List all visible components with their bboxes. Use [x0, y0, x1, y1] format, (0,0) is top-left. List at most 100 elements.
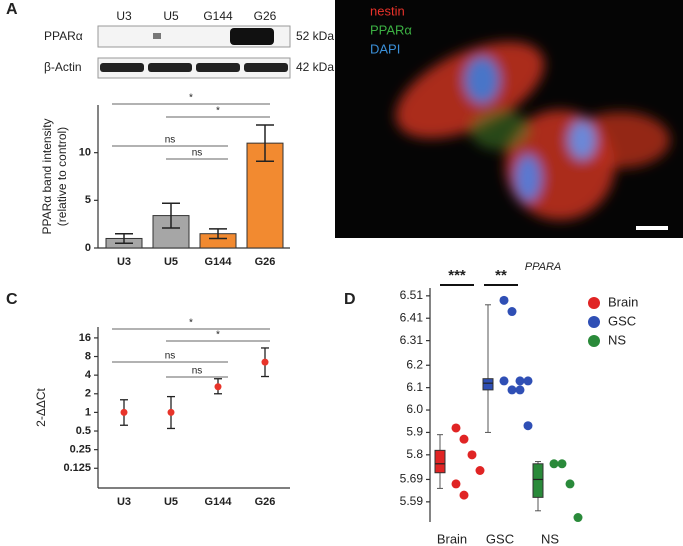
lane-label: U5: [163, 9, 179, 23]
blot-size: 42 kDa: [296, 60, 334, 74]
box: [482, 378, 494, 391]
y-tick-label: 5.9: [406, 425, 423, 439]
blot-strip: [97, 57, 291, 79]
cells: [395, 41, 670, 220]
significance-label: ns: [192, 366, 203, 377]
legend-label: NS: [608, 332, 626, 347]
lane-label: G26: [254, 9, 277, 23]
point: [459, 490, 469, 500]
blot-band: [153, 33, 161, 39]
channel-label: nestin: [370, 3, 405, 18]
blot-band: [100, 63, 144, 72]
point: [565, 479, 575, 489]
point: [214, 383, 222, 391]
point: [515, 385, 525, 395]
x-tick-label: U3: [117, 256, 131, 268]
y-tick-label: 6.41: [400, 310, 424, 324]
x-tick-label: Brain: [437, 531, 467, 546]
box: [434, 449, 446, 474]
point: [459, 434, 469, 444]
blot-size: 52 kDa: [296, 29, 334, 43]
point: [573, 513, 583, 523]
point: [451, 423, 461, 433]
lane-label: G144: [203, 9, 233, 23]
lane-label: U3: [116, 9, 132, 23]
x-tick-label: G144: [205, 256, 233, 268]
point: [451, 479, 461, 489]
blot-band: [196, 63, 240, 72]
legend-marker: [588, 316, 600, 328]
panel-label: C: [6, 291, 18, 308]
point: [475, 465, 485, 475]
significance-label: *: [216, 106, 220, 117]
significance-label: *: [216, 330, 220, 341]
y-tick-label: 0.5: [76, 425, 91, 437]
y-tick-label: 0.125: [63, 462, 91, 474]
significance-label: *: [189, 318, 193, 329]
significance-label: *: [189, 93, 193, 104]
y-axis-label: PPARα band intensity: [40, 118, 54, 234]
micrograph: nestin PPARα DAPI: [335, 0, 683, 238]
point: [167, 408, 175, 416]
channel-label: PPARα: [370, 22, 412, 37]
y-tick-label: 6.2: [406, 357, 423, 371]
point: [549, 459, 559, 469]
channel-label: DAPI: [370, 41, 400, 56]
box: [532, 463, 544, 498]
point: [261, 358, 269, 366]
x-tick-label: U5: [164, 496, 178, 508]
y-tick-label: 0.25: [70, 444, 91, 456]
blot-band: [230, 28, 274, 45]
y-tick-label: 1: [85, 406, 91, 418]
y-tick-label: 5.59: [400, 494, 424, 508]
y-tick-label: 10: [79, 147, 91, 159]
x-tick-label: G144: [205, 496, 233, 508]
x-tick-label: G26: [255, 496, 276, 508]
legend-label: GSC: [608, 313, 636, 328]
panel-label: D: [344, 291, 356, 308]
point: [120, 408, 128, 416]
point: [557, 459, 567, 469]
y-tick-label: 0: [85, 242, 91, 254]
y-axis-label: 2-ΔΔCt: [34, 387, 48, 426]
y-tick-label: 6.51: [400, 288, 424, 302]
legend-label: Brain: [608, 294, 638, 309]
x-tick-label: U3: [117, 496, 131, 508]
point: [523, 421, 533, 431]
significance-label: **: [495, 267, 507, 284]
significance-label: ***: [448, 267, 466, 284]
legend-marker: [588, 297, 600, 309]
cell: [470, 110, 530, 150]
blot-row-label: β-Actin: [44, 60, 82, 74]
x-tick-label: NS: [541, 531, 559, 546]
point: [523, 376, 533, 386]
y-axis-label: (relative to control): [55, 127, 69, 226]
significance-label: ns: [192, 148, 203, 159]
y-tick-label: 5.69: [400, 472, 424, 486]
point: [499, 295, 509, 305]
western-blot: U3 U5 G144 G26 PPARα β-Actin 52 kDa 42 k…: [44, 9, 334, 79]
point: [507, 307, 517, 317]
y-tick-label: 4: [85, 369, 92, 381]
significance-label: ns: [165, 351, 176, 362]
significance-label: ns: [165, 135, 176, 146]
nucleus: [464, 56, 500, 104]
point: [507, 385, 517, 395]
nucleus: [568, 120, 596, 160]
y-tick-label: 6.1: [406, 380, 423, 394]
y-tick-label: 2: [85, 388, 91, 400]
nucleus: [514, 154, 542, 202]
panel-label: A: [6, 1, 18, 18]
x-tick-label: G26: [255, 256, 276, 268]
cell: [570, 112, 670, 168]
point: [467, 450, 477, 460]
chart-title: PPARA: [525, 261, 561, 273]
y-tick-label: 6.31: [400, 333, 424, 347]
scale-bar: [636, 226, 668, 230]
blot-band: [244, 63, 288, 72]
point: [499, 376, 509, 386]
y-tick-label: 6.0: [406, 402, 423, 416]
blot-row-label: PPARα: [44, 29, 83, 43]
y-tick-label: 16: [79, 332, 91, 344]
